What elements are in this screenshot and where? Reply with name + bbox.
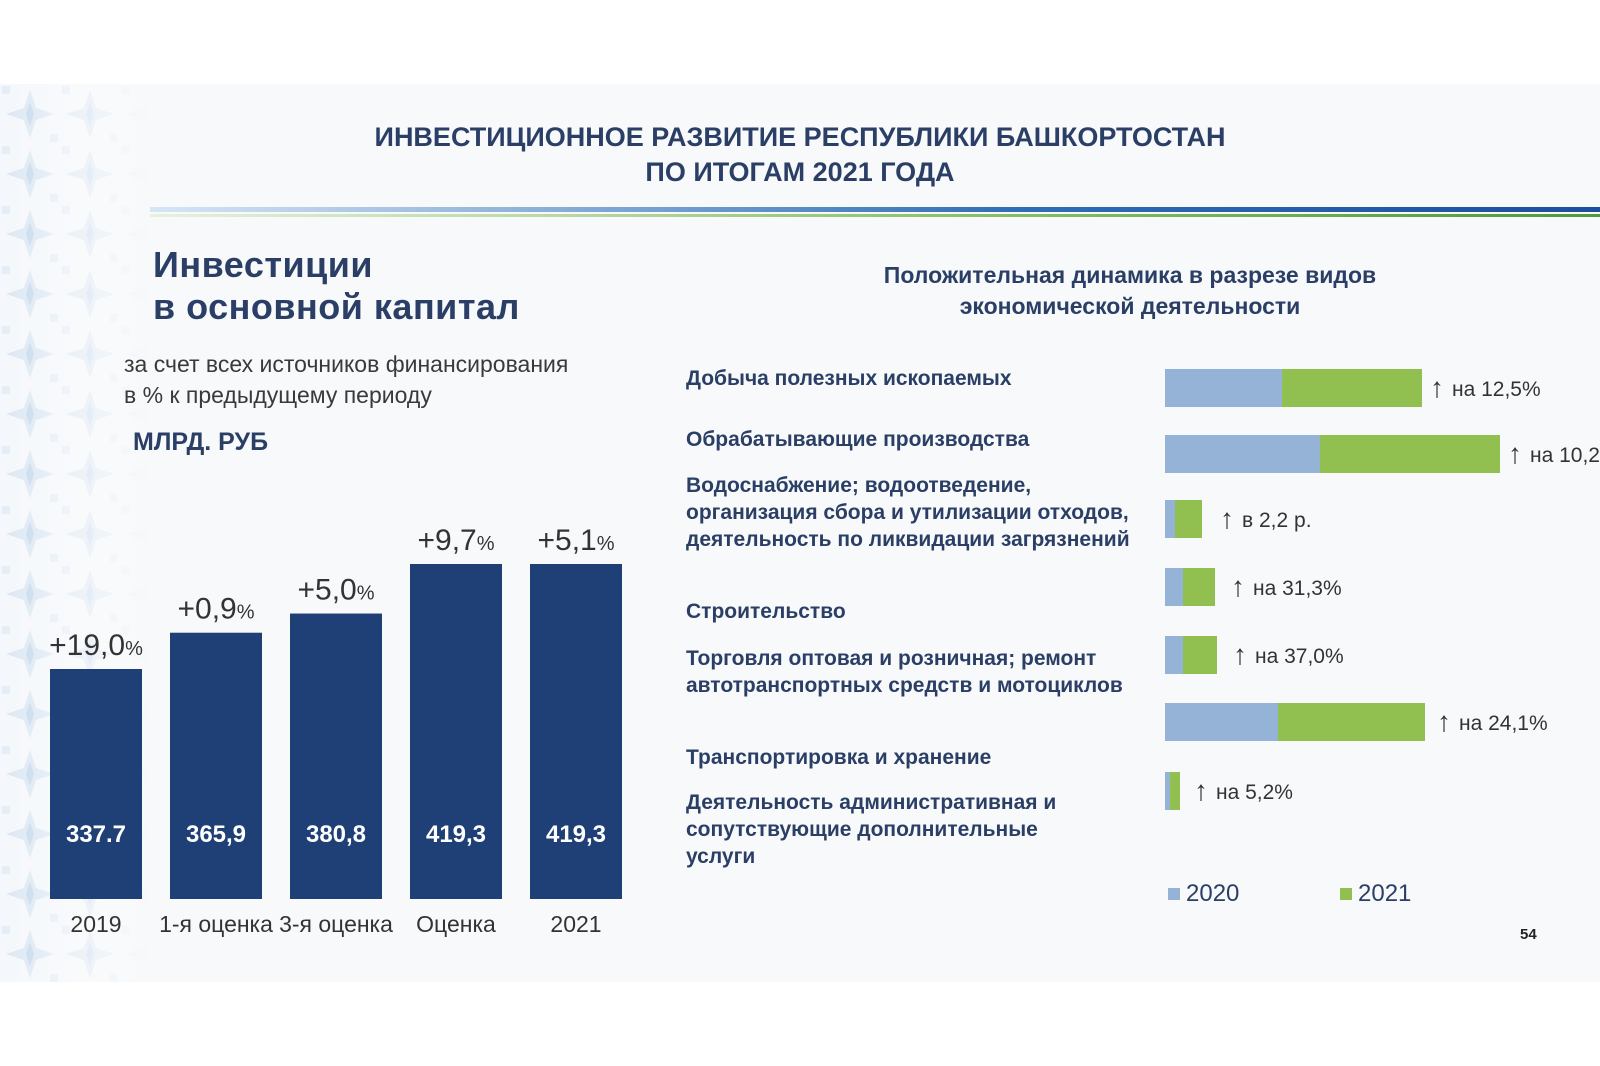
investments-heading-line2: в основной капитал	[153, 286, 520, 327]
bar-value-label: 365,9	[186, 821, 246, 848]
x-tick-label: 2019	[70, 911, 121, 937]
slide-title: ИНВЕСТИЦИОННОЕ РАЗВИТИЕ РЕСПУБЛИКИ БАШКО…	[200, 120, 1400, 190]
legend-label: 2020	[1186, 880, 1240, 907]
category-label: Строительство	[686, 600, 846, 623]
category-label: Деятельность административная и сопутств…	[686, 791, 1057, 868]
bar-segment-2021	[1278, 703, 1425, 741]
x-tick-label: 2021	[430, 942, 481, 944]
legend-swatch	[1340, 888, 1352, 900]
category-label: Добыча полезных ископаемых	[686, 367, 1012, 390]
bar-segment-2020	[1165, 703, 1278, 741]
bar-segment-2021	[1170, 772, 1180, 810]
growth-label-unit: %	[125, 638, 143, 660]
investments-heading-line1: Инвестиции	[153, 244, 373, 285]
dynamics-heading: Положительная динамика в разрезе видов э…	[800, 260, 1460, 322]
slide-title-line2: ПО ИТОГАМ 2021 ГОДА	[645, 157, 955, 187]
up-arrow-icon: ↑	[1220, 503, 1234, 534]
slide-title-line1: ИНВЕСТИЦИОННОЕ РАЗВИТИЕ РЕСПУБЛИКИ БАШКО…	[374, 122, 1226, 152]
up-arrow-icon: ↑	[1437, 706, 1451, 737]
category-label: Обрабатывающие производства	[686, 428, 1030, 451]
investments-subtitle-line1: за счет всех источников финансирования	[124, 351, 569, 377]
legend-item-2021: 2021	[1340, 880, 1411, 908]
bar-segment-2021	[1282, 369, 1422, 407]
up-arrow-icon: ↑	[1233, 639, 1247, 670]
bar	[410, 564, 502, 899]
bar-value-label: 337.7	[66, 821, 126, 848]
category-label: Транспортировка и хранение	[686, 746, 992, 769]
growth-annotation: в 2,2 р.	[1242, 509, 1312, 532]
x-tick-label: Оценка	[416, 911, 496, 937]
title-rule-green	[150, 214, 1600, 217]
growth-label-unit: %	[597, 533, 615, 555]
bar-value-label: 419,3	[546, 821, 606, 848]
x-tick-label: 2020	[190, 942, 241, 944]
growth-label-unit: %	[477, 533, 495, 555]
growth-label: +19,0%	[49, 629, 143, 662]
bar-segment-2020	[1165, 500, 1175, 538]
bar-segment-2021	[1175, 500, 1202, 538]
bar	[50, 669, 142, 899]
growth-annotation: на 24,1%	[1459, 712, 1548, 735]
growth-label-unit: %	[237, 602, 255, 624]
ornament-pattern	[0, 84, 150, 982]
growth-label-number: +9,7	[417, 524, 476, 557]
up-arrow-icon: ↑	[1231, 571, 1245, 602]
growth-annotation: на 37,0%	[1255, 645, 1344, 668]
investments-heading: Инвестиции в основной капитал	[153, 244, 520, 328]
growth-annotation: на 5,2%	[1216, 781, 1293, 804]
unit-label: МЛРД. РУБ	[133, 428, 269, 456]
bar-segment-2021	[1183, 636, 1217, 674]
dynamics-heading-line2: экономической деятельности	[959, 293, 1301, 319]
legend-swatch	[1168, 888, 1180, 900]
legend-label: 2021	[1358, 880, 1412, 907]
growth-annotation: на 12,5%	[1452, 378, 1541, 401]
slide: ИНВЕСТИЦИОННОЕ РАЗВИТИЕ РЕСПУБЛИКИ БАШКО…	[0, 84, 1600, 982]
bar	[530, 564, 622, 899]
up-arrow-icon: ↑	[1194, 775, 1208, 806]
bar	[290, 613, 382, 899]
growth-label: +5,0%	[297, 574, 374, 607]
bar	[170, 632, 262, 899]
legend-item-2020: 2020	[1168, 880, 1239, 908]
x-tick-label: 2021	[550, 911, 601, 937]
category-label: Торговля оптовая и розничная; ремонт авт…	[686, 647, 1123, 697]
x-tick-label: 3-я оценка	[279, 911, 393, 937]
growth-label: +0,9%	[177, 593, 254, 626]
bar-segment-2021	[1320, 435, 1500, 473]
up-arrow-icon: ↑	[1508, 438, 1522, 469]
page-number: 54	[1520, 926, 1537, 943]
bar-segment-2020	[1165, 568, 1183, 606]
bar-segment-2020	[1165, 636, 1183, 674]
growth-label: +5,1%	[537, 524, 614, 557]
bar-segment-2021	[1183, 568, 1215, 606]
growth-label-number: +0,9	[177, 593, 236, 626]
growth-label-number: +5,1	[537, 524, 596, 557]
growth-annotation: на 10,2%	[1530, 444, 1600, 467]
bar-value-label: 419,3	[426, 821, 486, 848]
bar-segment-2020	[1165, 435, 1320, 473]
investments-subtitle-line2: в % к предыдущему периоду	[124, 382, 432, 408]
dynamics-stacked-bar-chart: ↑ на 12,5% ↑ на 10,2% ↑ в 2,2 р. ↑ на 31,3% ↑ на …	[1165, 369, 1600, 810]
growth-annotation: на 31,3%	[1253, 577, 1342, 600]
bar-value-label: 380,8	[306, 821, 366, 848]
growth-label-number: +19,0	[49, 629, 125, 662]
investments-bar-chart: 337.7 +19,0% 2019 365,9 +0,9% 1-я оценка 2020 3…	[49, 524, 622, 944]
bar-segment-2020	[1165, 369, 1282, 407]
growth-label-unit: %	[357, 583, 375, 605]
x-tick-label: 2020	[310, 942, 361, 944]
growth-label-number: +5,0	[297, 574, 356, 607]
growth-label: +9,7%	[417, 524, 494, 557]
investments-subtitle: за счет всех источников финансирования в…	[124, 349, 568, 411]
up-arrow-icon: ↑	[1430, 372, 1444, 403]
bar-segment-2020	[1165, 772, 1170, 810]
dynamics-heading-line1: Положительная динамика в разрезе видов	[883, 262, 1377, 288]
category-label: Водоснабжение; водоотведение, организаци…	[686, 474, 1130, 551]
x-tick-label: 1-я оценка	[159, 911, 273, 937]
title-rule-blue	[150, 207, 1600, 212]
